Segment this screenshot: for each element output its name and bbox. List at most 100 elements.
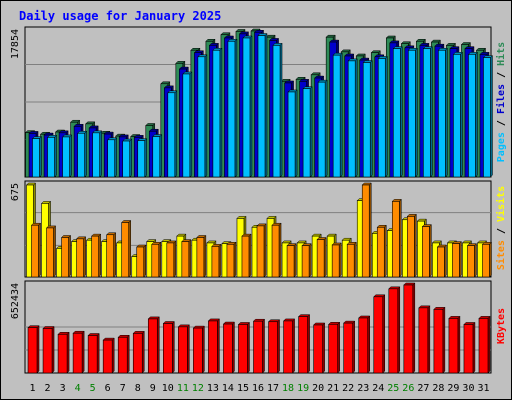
- bar-pages-day-3: [61, 134, 73, 178]
- bar-pages-day-9: [152, 133, 163, 178]
- bar-kbytes-day-3: [57, 331, 70, 374]
- bar-sites-day-29: [451, 241, 463, 278]
- bar-kbytes-day-11: [177, 324, 190, 374]
- bar-pages-day-10: [167, 90, 178, 178]
- legend-item-visits: Visits: [495, 186, 507, 222]
- bar-sites-day-10: [166, 240, 177, 278]
- bar-kbytes-day-10: [162, 320, 175, 374]
- bar-pages-day-25: [392, 46, 403, 178]
- bar-pages-day-17: [272, 42, 283, 178]
- legend-item-pages: Pages: [496, 132, 507, 162]
- x-tick-label-11: 11: [177, 383, 189, 394]
- x-tick-label-30: 30: [462, 383, 474, 394]
- x-tick-label-10: 10: [162, 383, 174, 394]
- bar-pages-day-5: [92, 130, 103, 178]
- chart-title: Daily usage for January 2025: [19, 9, 221, 23]
- bar-kbytes-day-15: [237, 321, 251, 374]
- x-tick-label-27: 27: [417, 383, 429, 394]
- bar-sites-day-18: [286, 243, 297, 278]
- bar-sites-day-30: [466, 243, 478, 278]
- bar-sites-day-14: [226, 241, 237, 278]
- panel-visits: 675 Sites / Visits: [10, 180, 507, 278]
- legend-separator: /: [496, 66, 507, 84]
- bar-kbytes-day-5: [87, 332, 100, 374]
- bar-sites-day-25: [391, 198, 402, 278]
- bar-sites-day-28: [436, 244, 447, 278]
- bar-kbytes-day-6: [102, 337, 115, 374]
- bar-pages-day-28: [437, 47, 448, 178]
- bar-kbytes-day-9: [147, 316, 160, 374]
- bar-sites-day-23: [361, 182, 372, 278]
- bar-pages-day-24: [377, 55, 388, 178]
- bar-sites-day-31: [481, 241, 493, 278]
- bar-pages-day-14: [227, 38, 238, 178]
- legend-visits: Sites / Visits: [495, 186, 507, 270]
- y-max-label: 17854: [10, 29, 21, 59]
- x-tick-label-4: 4: [75, 383, 81, 394]
- x-tick-label-7: 7: [120, 383, 126, 394]
- bar-pages-day-30: [467, 51, 479, 178]
- y-max-label: 652434: [10, 283, 21, 319]
- legend-hits: Pages / Files / Hits: [495, 42, 507, 162]
- x-tick-label-23: 23: [357, 383, 369, 394]
- x-tick-label-21: 21: [327, 383, 339, 394]
- bar-kbytes-day-19: [297, 314, 311, 374]
- bar-pages-day-21: [332, 52, 343, 178]
- bar-pages-day-20: [317, 79, 328, 178]
- x-tick-label-22: 22: [342, 383, 354, 394]
- bar-pages-day-12: [197, 54, 208, 178]
- bar-kbytes-day-21: [328, 321, 341, 374]
- legend-separator: /: [496, 222, 507, 240]
- x-tick-label-25: 25: [387, 383, 399, 394]
- x-tick-label-8: 8: [135, 383, 141, 394]
- x-tick-label-26: 26: [402, 383, 414, 394]
- bar-pages-day-4: [77, 130, 88, 178]
- bar-sites-day-3: [60, 234, 72, 278]
- bar-sites-day-21: [331, 242, 342, 278]
- x-tick-label-15: 15: [237, 383, 249, 394]
- bar-kbytes-day-16: [252, 318, 266, 374]
- x-tick-label-28: 28: [432, 383, 444, 394]
- bar-kbytes-day-25: [388, 286, 401, 374]
- bar-kbytes-day-26: [403, 282, 416, 374]
- bar-kbytes-day-7: [117, 334, 130, 374]
- bar-pages-day-27: [422, 46, 433, 178]
- x-tick-label-18: 18: [282, 383, 294, 394]
- bar-pages-day-13: [212, 47, 223, 178]
- x-tick-label-17: 17: [267, 383, 279, 394]
- bar-pages-day-1: [31, 135, 43, 178]
- legend-separator: /: [496, 114, 507, 132]
- legend-item-kbytes: KBytes: [496, 308, 507, 344]
- bar-sites-day-16: [256, 223, 267, 278]
- bar-pages-day-22: [347, 58, 358, 178]
- bar-sites-day-6: [106, 232, 117, 278]
- bar-sites-day-12: [196, 234, 207, 278]
- panel-hits: 17854 Pages / Files / Hits: [10, 26, 507, 178]
- bar-sites-day-24: [376, 224, 387, 278]
- bar-kbytes-day-2: [42, 325, 55, 374]
- bar-pages-day-8: [137, 138, 148, 178]
- y-max-label: 675: [10, 183, 21, 201]
- bar-sites-day-8: [136, 244, 147, 278]
- bar-sites-day-13: [211, 243, 222, 278]
- legend-item-files: Files: [495, 84, 507, 114]
- x-tick-label-9: 9: [150, 383, 156, 394]
- x-axis-tick-labels: 1 2 3 4 5 6 7 8 9 10 11 12 13 14 15 16 17 18 19 20 21 22 23 24 2…: [30, 383, 490, 394]
- x-tick-label-24: 24: [372, 383, 384, 394]
- bar-pages-day-29: [452, 51, 464, 178]
- bar-sites-day-17: [271, 222, 282, 278]
- legend-kbytes: KBytes: [496, 308, 507, 344]
- x-tick-label-29: 29: [447, 383, 459, 394]
- legend-item-hits: Hits: [495, 42, 507, 66]
- bar-sites-day-20: [316, 236, 327, 278]
- x-tick-label-5: 5: [90, 383, 96, 394]
- bar-pages-day-15: [242, 35, 253, 178]
- bar-sites-day-27: [421, 223, 432, 278]
- bar-kbytes-day-20: [313, 322, 326, 374]
- bar-kbytes-day-28: [433, 306, 446, 374]
- x-tick-label-6: 6: [105, 383, 111, 394]
- bar-sites-day-5: [91, 233, 102, 278]
- panel-kbytes: 652434 KBytes: [10, 280, 507, 374]
